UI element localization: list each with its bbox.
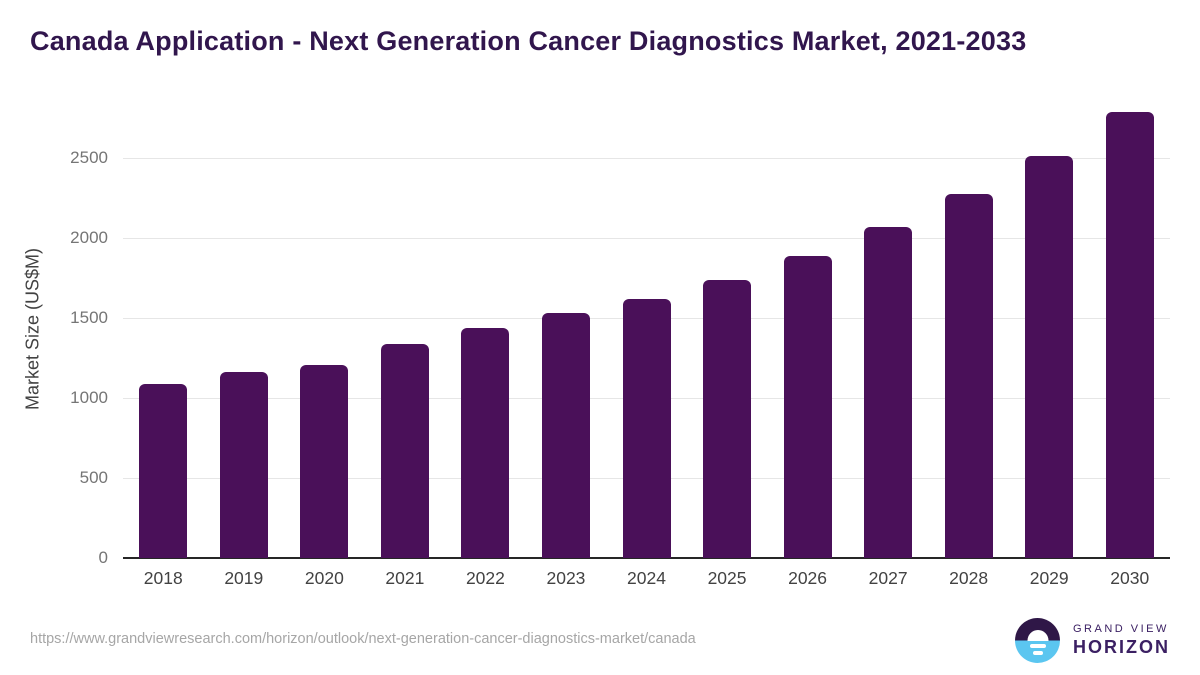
- x-tick-label-2029: 2029: [1029, 568, 1069, 588]
- y-tick-label-1500: 1500: [70, 307, 108, 327]
- x-tick-label-2030: 2030: [1110, 568, 1150, 588]
- y-axis-title-container: Market Size (US$M): [18, 100, 48, 558]
- logo-line2: HORIZON: [1073, 637, 1170, 657]
- chart-title: Canada Application - Next Generation Can…: [30, 26, 1027, 56]
- x-tick-label-2028: 2028: [949, 568, 989, 588]
- horizon-sunrise-icon: [1015, 618, 1060, 663]
- bar-2021: [380, 343, 429, 558]
- gridline-2000: [123, 237, 1170, 239]
- y-tick-label-1000: 1000: [70, 387, 108, 407]
- bar-2023: [541, 313, 590, 558]
- bar-2024: [622, 298, 671, 558]
- plot-area: 0 500 1000 1500 2000 2500 2018 2019 2020 2021 2022…: [70, 100, 1170, 588]
- gridline-2500: [123, 157, 1170, 159]
- bar-2019: [219, 371, 268, 558]
- bar-2018: [139, 384, 188, 558]
- sun-dome-shape: [1027, 630, 1048, 641]
- x-axis-line: [123, 557, 1170, 559]
- logo-text: GRAND VIEW HORIZON: [1073, 623, 1170, 658]
- bar-2029: [1025, 156, 1074, 558]
- y-tick-label-500: 500: [79, 467, 108, 487]
- bar-2030: [1105, 111, 1154, 558]
- x-tick-label-2018: 2018: [143, 568, 183, 588]
- x-tick-label-2024: 2024: [627, 568, 666, 588]
- x-tick-label-2023: 2023: [546, 568, 586, 588]
- x-tick-label-2019: 2019: [224, 568, 264, 588]
- grand-view-horizon-logo: GRAND VIEW HORIZON: [1015, 618, 1170, 663]
- bar-2025: [703, 280, 752, 558]
- bar-2027: [864, 226, 913, 558]
- bar-2028: [944, 193, 993, 558]
- x-tick-label-2021: 2021: [385, 568, 425, 588]
- y-tick-label-0: 0: [98, 548, 108, 567]
- bar-2026: [783, 256, 832, 558]
- bar-2020: [300, 365, 349, 558]
- bar-2022: [461, 327, 510, 558]
- y-tick-label-2000: 2000: [70, 227, 108, 247]
- x-tick-label-2022: 2022: [465, 568, 505, 588]
- x-tick-label-2027: 2027: [868, 568, 908, 588]
- x-tick-label-2025: 2025: [707, 568, 747, 588]
- y-tick-label-2500: 2500: [70, 147, 108, 167]
- x-tick-label-2020: 2020: [304, 568, 344, 588]
- logo-line1: GRAND VIEW: [1073, 623, 1169, 635]
- source-url: https://www.grandviewresearch.com/horizo…: [30, 631, 696, 647]
- sun-reflection-line-2: [1032, 651, 1043, 655]
- y-axis-title: Market Size (US$M): [22, 247, 43, 411]
- x-tick-label-2026: 2026: [788, 568, 828, 588]
- sun-reflection-line-1: [1029, 644, 1046, 648]
